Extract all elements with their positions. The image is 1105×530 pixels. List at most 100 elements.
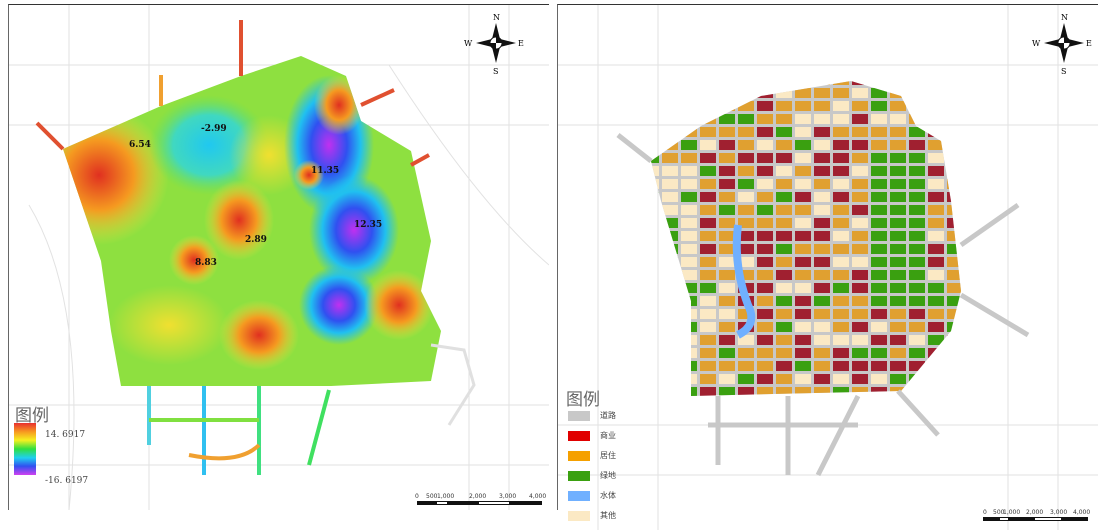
land-parcel	[966, 348, 982, 358]
legend-max-label: 14. 6917	[45, 430, 86, 440]
land-parcel	[909, 387, 925, 396]
land-parcel	[681, 361, 697, 371]
land-parcel	[757, 166, 773, 176]
land-parcel	[966, 205, 982, 215]
land-parcel	[909, 166, 925, 176]
land-parcel	[947, 179, 961, 189]
land-parcel	[814, 309, 830, 319]
land-parcel	[757, 348, 773, 358]
legend-title: 图例	[15, 406, 49, 426]
land-parcel	[681, 257, 697, 267]
land-parcel	[681, 166, 697, 176]
point-label: 8.83	[195, 258, 217, 268]
land-parcel	[814, 114, 830, 124]
land-parcel	[719, 101, 735, 111]
land-parcel	[852, 322, 868, 332]
land-parcel	[700, 348, 716, 358]
land-parcel	[700, 127, 716, 137]
land-parcel	[833, 335, 849, 345]
land-parcel	[947, 257, 961, 267]
land-parcel	[651, 179, 659, 189]
land-parcel	[776, 166, 792, 176]
land-parcel	[814, 283, 830, 293]
land-parcel	[651, 335, 659, 345]
land-parcel	[852, 244, 868, 254]
land-parcel	[776, 88, 792, 98]
land-parcel	[928, 374, 944, 384]
compass-rose-icon: N S E W	[1032, 13, 1092, 76]
land-parcel	[966, 322, 982, 332]
land-parcel	[852, 374, 868, 384]
land-parcel	[909, 114, 925, 124]
land-parcel	[651, 361, 659, 371]
land-parcel	[662, 322, 678, 332]
land-parcel	[776, 192, 792, 202]
land-parcel	[651, 218, 659, 228]
land-parcel	[738, 244, 754, 254]
land-parcel	[738, 114, 754, 124]
land-parcel	[662, 283, 678, 293]
land-parcel	[890, 81, 906, 85]
land-parcel	[928, 309, 944, 319]
land-parcel	[681, 81, 697, 85]
land-parcel	[814, 101, 830, 111]
land-parcel	[947, 361, 961, 371]
land-parcel	[909, 218, 925, 228]
land-parcel	[833, 179, 849, 189]
land-parcel	[681, 348, 697, 358]
land-parcel	[909, 192, 925, 202]
legend-label: 道路	[600, 411, 616, 420]
land-parcel	[681, 101, 697, 111]
land-parcel	[719, 231, 735, 241]
land-parcel	[966, 127, 982, 137]
land-parcel	[662, 153, 678, 163]
land-parcel	[909, 270, 925, 280]
land-parcel	[700, 257, 716, 267]
land-parcel	[757, 81, 773, 85]
land-parcel	[776, 114, 792, 124]
land-parcel	[814, 296, 830, 306]
land-parcel	[966, 101, 982, 111]
land-parcel	[833, 283, 849, 293]
land-parcel	[852, 231, 868, 241]
land-parcel	[909, 127, 925, 137]
land-parcel	[738, 361, 754, 371]
land-parcel	[814, 192, 830, 202]
land-use-map: N S E W 0 500 1,000 2,000 3,000 4,000	[558, 5, 1098, 530]
land-parcel	[814, 81, 830, 85]
land-parcel	[719, 153, 735, 163]
land-parcel	[757, 218, 773, 228]
land-parcel	[966, 75, 982, 85]
land-parcel	[719, 114, 735, 124]
land-parcel	[662, 218, 678, 228]
land-parcel	[909, 231, 925, 241]
land-parcel	[662, 335, 678, 345]
land-parcel	[776, 179, 792, 189]
land-parcel	[947, 127, 961, 137]
land-parcel	[700, 192, 716, 202]
land-parcel	[871, 374, 887, 384]
land-parcel	[909, 322, 925, 332]
land-parcel	[776, 81, 792, 85]
land-parcel	[966, 140, 982, 150]
land-parcel	[833, 81, 849, 85]
land-parcel	[776, 101, 792, 111]
land-parcel	[757, 101, 773, 111]
land-parcel	[890, 322, 906, 332]
land-parcel	[719, 205, 735, 215]
land-parcel	[776, 127, 792, 137]
land-parcel	[966, 270, 982, 280]
land-parcel	[852, 335, 868, 345]
land-parcel	[719, 192, 735, 202]
land-parcel	[719, 283, 735, 293]
land-parcel	[833, 166, 849, 176]
land-parcel	[814, 270, 830, 280]
svg-text:W: W	[464, 39, 473, 48]
land-parcel	[738, 179, 754, 189]
land-parcel	[795, 231, 811, 241]
land-parcel	[662, 166, 678, 176]
land-parcel	[700, 283, 716, 293]
land-parcel	[757, 283, 773, 293]
land-parcel	[947, 114, 961, 124]
land-parcel	[852, 218, 868, 228]
